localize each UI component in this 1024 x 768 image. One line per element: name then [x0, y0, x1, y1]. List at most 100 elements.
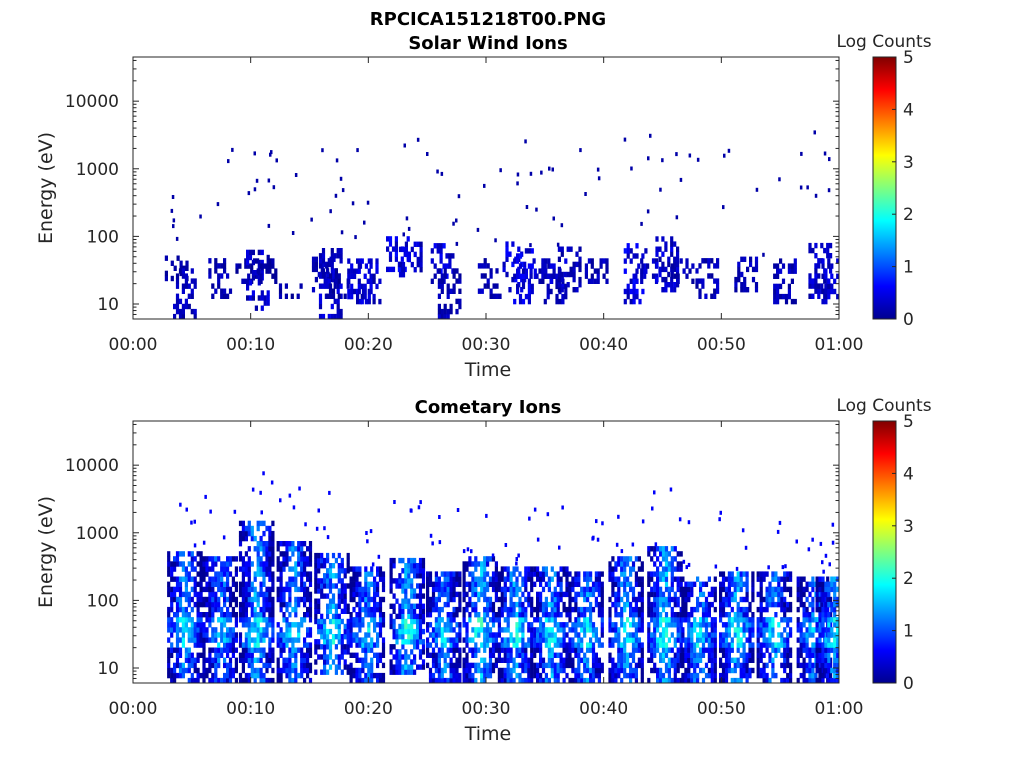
heatmap-cell [337, 563, 341, 569]
heatmap-cell [489, 293, 493, 299]
heatmap-cell [491, 601, 496, 608]
heatmap-cell [329, 209, 332, 214]
heatmap-cell [777, 622, 781, 628]
heatmap-cell [556, 667, 560, 674]
heatmap-cell [805, 581, 809, 587]
heatmap-cell [367, 258, 371, 264]
heatmap-cell [488, 576, 493, 582]
heatmap-cell [378, 571, 383, 577]
heatmap-cell [300, 667, 304, 674]
heatmap-cell [802, 617, 806, 623]
heatmap-cell [335, 158, 339, 163]
heatmap-cell [823, 278, 827, 284]
heatmap-cell [790, 268, 794, 274]
heatmap-cell [330, 303, 334, 310]
heatmap-cell [516, 172, 520, 177]
heatmap-cell [650, 667, 654, 674]
heatmap-cell [559, 627, 563, 633]
heatmap-cell [483, 556, 487, 562]
heatmap-cell [317, 598, 321, 604]
heatmap-cell [836, 652, 840, 658]
heatmap-cell [449, 622, 453, 628]
heatmap-cell [234, 662, 238, 669]
heatmap-cell [457, 194, 461, 199]
heatmap-cell [696, 622, 700, 628]
heatmap-cell [808, 657, 812, 663]
heatmap-cell [246, 295, 250, 301]
heatmap-cell [577, 647, 581, 653]
heatmap-cell [238, 263, 242, 269]
heatmap-cell [340, 230, 344, 235]
heatmap-cell [265, 556, 269, 562]
heatmap-cell [251, 487, 255, 492]
heatmap-cell [710, 622, 714, 628]
heatmap-cell [468, 556, 472, 562]
heatmap-cell [743, 282, 747, 288]
heatmap-cell [617, 657, 621, 663]
heatmap-cell [476, 227, 480, 232]
heatmap-cell [600, 612, 604, 618]
heatmap-cell [719, 632, 723, 638]
heatmap-cell [330, 258, 334, 264]
heatmap-cell [808, 601, 812, 608]
heatmap-cell [681, 606, 685, 613]
heatmap-cell [637, 596, 641, 603]
heatmap-cell [256, 667, 260, 674]
heatmap-cell [241, 591, 245, 598]
heatmap-cell [306, 606, 310, 613]
heatmap-cell [437, 268, 441, 274]
heatmap-cell [727, 591, 731, 598]
heatmap-cell [524, 617, 528, 623]
heatmap-cell [300, 571, 304, 577]
heatmap-cell [790, 298, 794, 305]
heatmap-cell [768, 622, 772, 628]
heatmap-cell [364, 637, 368, 643]
heatmap-cell [346, 552, 350, 559]
heatmap-cell [440, 672, 444, 679]
heatmap-cell [268, 268, 272, 274]
heatmap-cell [256, 612, 260, 618]
heatmap-cell [643, 273, 647, 279]
heatmap-cell [190, 278, 194, 284]
heatmap-cell [184, 617, 188, 623]
heatmap-cell [739, 652, 743, 658]
heatmap-cell [318, 263, 323, 269]
heatmap-cell [614, 601, 618, 608]
heatmap-cell [238, 606, 243, 613]
heatmap-cell [181, 642, 185, 648]
heatmap-cell [175, 278, 180, 284]
heatmap-cell [830, 586, 834, 593]
heatmap-cell [378, 601, 383, 608]
heatmap-cell [696, 637, 700, 643]
heatmap-cell [434, 677, 438, 684]
heatmap-cell [561, 293, 565, 300]
heatmap-cell [477, 667, 481, 674]
heatmap-cell [503, 586, 507, 593]
heatmap-cell [640, 627, 644, 633]
heatmap-cell [431, 652, 436, 658]
heatmap-cell [494, 617, 498, 623]
heatmap-cell [637, 581, 641, 587]
heatmap-cell [637, 662, 641, 669]
heatmap-cell [217, 571, 221, 577]
heatmap-cell [431, 627, 436, 633]
heatmap-cell [477, 263, 481, 269]
heatmap-cell [521, 268, 526, 274]
heatmap-cell [780, 637, 784, 643]
heatmap-cell [173, 556, 177, 562]
heatmap-cell [320, 618, 324, 625]
heatmap-cell [589, 606, 593, 613]
heatmap-cell [181, 303, 185, 310]
heatmap-cell [265, 657, 269, 663]
heatmap-cell [291, 576, 295, 582]
heatmap-cell [406, 236, 410, 242]
heatmap-cell [241, 566, 245, 572]
heatmap-cell [631, 596, 636, 603]
heatmap-cell [269, 152, 272, 157]
heatmap-cell [608, 637, 612, 643]
heatmap-cell [244, 263, 248, 269]
heatmap-cell [667, 672, 671, 679]
heatmap-cell [634, 576, 638, 582]
heatmap-cell [320, 669, 324, 675]
heatmap-cell [762, 637, 766, 643]
